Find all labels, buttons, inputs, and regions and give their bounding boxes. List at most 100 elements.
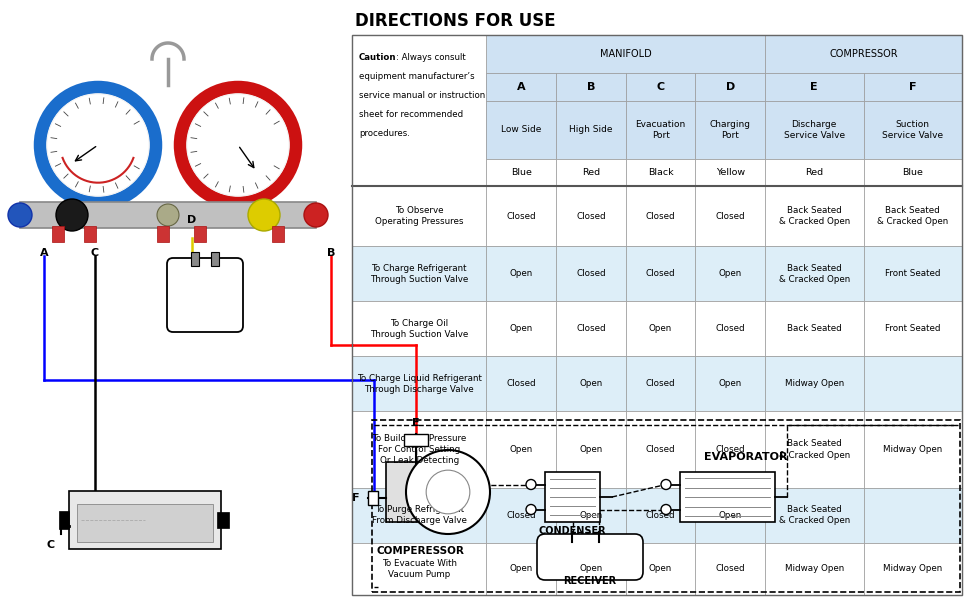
- Text: To Observe
Operating Pressures: To Observe Operating Pressures: [375, 206, 463, 226]
- Bar: [386, 462, 433, 522]
- Bar: [367, 491, 378, 505]
- Bar: [765, 411, 862, 488]
- Text: Open: Open: [509, 445, 532, 454]
- Text: Closed: Closed: [576, 212, 606, 221]
- Circle shape: [303, 203, 328, 227]
- Bar: [765, 186, 862, 247]
- Circle shape: [660, 505, 671, 514]
- Text: Back Seated
& Cracked Open: Back Seated & Cracked Open: [778, 264, 849, 284]
- Text: Red: Red: [804, 168, 823, 177]
- Bar: [862, 356, 961, 411]
- Bar: [695, 488, 765, 543]
- Text: Open: Open: [648, 324, 672, 333]
- Bar: [862, 247, 961, 301]
- Text: Yellow: Yellow: [715, 168, 744, 177]
- Text: Low Side: Low Side: [501, 125, 541, 134]
- Text: Red: Red: [581, 168, 600, 177]
- Text: Open: Open: [509, 269, 532, 278]
- Text: Open: Open: [578, 445, 602, 454]
- Text: Back Seated
& Cracked Open: Back Seated & Cracked Open: [876, 206, 948, 226]
- Bar: [69, 491, 221, 549]
- Text: D: D: [187, 215, 197, 225]
- Circle shape: [40, 87, 156, 203]
- Bar: [352, 356, 486, 411]
- Text: Midway Open: Midway Open: [882, 445, 942, 454]
- Text: B: B: [327, 248, 335, 258]
- Text: CONDENSER: CONDENSER: [538, 526, 606, 536]
- Bar: [625, 488, 695, 543]
- Bar: [625, 101, 695, 158]
- Bar: [765, 543, 862, 595]
- Circle shape: [47, 94, 149, 196]
- Bar: [695, 411, 765, 488]
- Text: Charging
Port: Charging Port: [709, 119, 750, 140]
- Text: equipment manufacturer’s: equipment manufacturer’s: [359, 72, 474, 81]
- Text: F: F: [352, 493, 359, 503]
- Bar: [765, 35, 961, 73]
- FancyBboxPatch shape: [537, 534, 642, 580]
- Bar: [157, 226, 169, 242]
- Bar: [555, 411, 625, 488]
- Text: A: A: [516, 82, 525, 92]
- Bar: [765, 356, 862, 411]
- Bar: [765, 301, 862, 356]
- Text: DIRECTIONS FOR USE: DIRECTIONS FOR USE: [355, 12, 555, 30]
- Text: procedures.: procedures.: [359, 129, 410, 138]
- Bar: [486, 488, 555, 543]
- Bar: [695, 186, 765, 247]
- Bar: [862, 158, 961, 186]
- Text: Closed: Closed: [576, 324, 606, 333]
- Text: C: C: [47, 540, 55, 550]
- Bar: [84, 226, 96, 242]
- Text: Blue: Blue: [511, 168, 531, 177]
- Bar: [486, 158, 555, 186]
- Text: COMPRESSOR: COMPRESSOR: [828, 49, 897, 59]
- Text: : Always consult: : Always consult: [395, 53, 465, 62]
- Text: Back Seated: Back Seated: [786, 324, 841, 333]
- Text: Closed: Closed: [715, 324, 744, 333]
- Text: Front Seated: Front Seated: [884, 269, 940, 278]
- Bar: [217, 512, 229, 528]
- Text: To Charge Liquid Refrigerant
Through Discharge Valve: To Charge Liquid Refrigerant Through Dis…: [357, 374, 482, 394]
- Text: Midway Open: Midway Open: [784, 565, 843, 574]
- Text: E: E: [810, 82, 817, 92]
- Bar: [555, 158, 625, 186]
- Bar: [695, 356, 765, 411]
- Bar: [211, 252, 219, 266]
- Bar: [352, 247, 486, 301]
- Bar: [555, 488, 625, 543]
- Bar: [271, 226, 284, 242]
- Bar: [862, 488, 961, 543]
- Text: Back Seated
& Cracked Open: Back Seated & Cracked Open: [778, 206, 849, 226]
- Bar: [555, 543, 625, 595]
- Text: To Charge Oil
Through Suction Valve: To Charge Oil Through Suction Valve: [370, 319, 468, 339]
- Text: D: D: [725, 82, 735, 92]
- Bar: [695, 73, 765, 101]
- Circle shape: [660, 479, 671, 490]
- Bar: [352, 488, 486, 543]
- Bar: [625, 301, 695, 356]
- Bar: [486, 186, 555, 247]
- Bar: [486, 356, 555, 411]
- Text: Discharge
Service Valve: Discharge Service Valve: [783, 119, 844, 140]
- Text: service manual or instruction: service manual or instruction: [359, 91, 484, 100]
- Circle shape: [187, 94, 289, 196]
- Circle shape: [56, 199, 88, 231]
- Bar: [555, 301, 625, 356]
- Text: Open: Open: [578, 511, 602, 520]
- Bar: [486, 247, 555, 301]
- Text: C: C: [656, 82, 664, 92]
- Bar: [486, 543, 555, 595]
- Bar: [695, 158, 765, 186]
- Bar: [862, 73, 961, 101]
- Text: B: B: [586, 82, 595, 92]
- Bar: [555, 186, 625, 247]
- Circle shape: [8, 203, 32, 227]
- Bar: [191, 252, 199, 266]
- Text: E: E: [412, 418, 420, 428]
- Text: Closed: Closed: [506, 511, 536, 520]
- Text: COMPERESSOR: COMPERESSOR: [376, 546, 463, 556]
- Bar: [862, 543, 961, 595]
- Text: Closed: Closed: [715, 445, 744, 454]
- Text: Suction
Service Valve: Suction Service Valve: [881, 119, 943, 140]
